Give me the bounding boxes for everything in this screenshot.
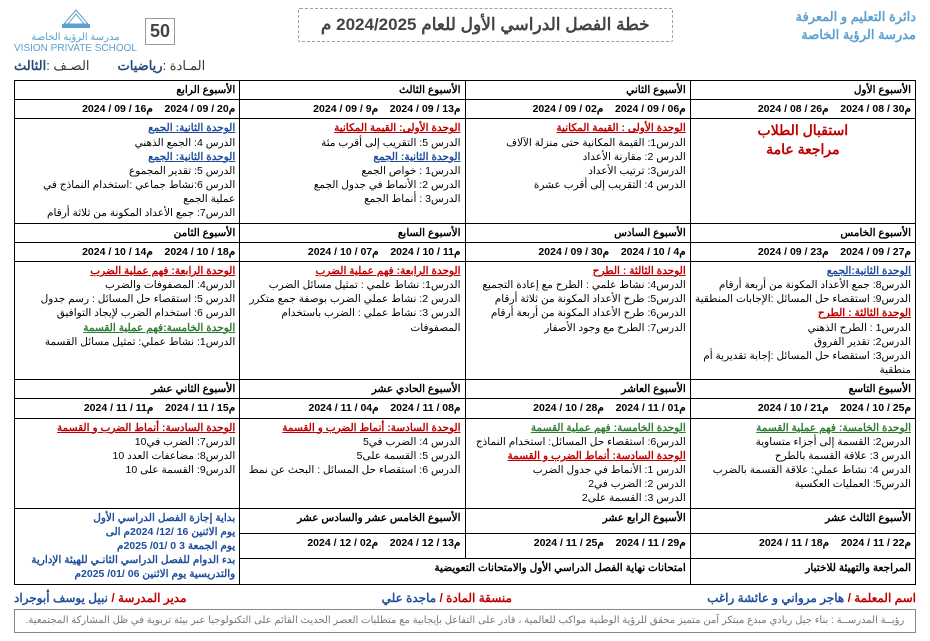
week-content: الوحدة السادسة: أنماط الضرب و القسمةالدر… (15, 418, 240, 508)
week-dates: 2024 / 09 / 16م 2024 / 09 / 20م (15, 100, 240, 119)
week-dates: 2024 / 11 / 11م 2024 / 11 / 15م (15, 399, 240, 418)
teacher: اسم المعلمة / هاجر مرواني و عائشة راغب (707, 591, 916, 605)
week-title: الأسبوع السادس (465, 223, 690, 242)
logo-text: مدرسة الرؤية الخاصة VISION PRIVATE SCHOO… (14, 32, 137, 54)
dept: دائرة التعليم و المعرفة (796, 8, 916, 26)
signatures: اسم المعلمة / هاجر مرواني و عائشة راغب م… (14, 591, 916, 605)
org-block: دائرة التعليم و المعرفة مدرسة الرؤية الخ… (796, 8, 916, 44)
week-dates: 2024 / 10 / 28م 2024 / 11 / 01م (465, 399, 690, 418)
week-content: الوحدة الخامسة: فهم عملية القسمةالدرس2: … (690, 418, 915, 508)
week-dates: 2024 / 09 / 23م 2024 / 09 / 27م (690, 242, 915, 261)
plan-title: خطة الفصل الدراسي الأول للعام 2024/2025 … (298, 8, 673, 42)
week-title: الأسبوع الخامس (690, 223, 915, 242)
week-content: الوحدة السادسة: أنماط الضرب و القسمةالدر… (240, 418, 465, 508)
week-dates: 2024 / 11 / 04م 2024 / 11 / 08م (240, 399, 465, 418)
week-dates: 2024 / 10 / 07م 2024 / 10 / 11م (240, 242, 465, 261)
logo-icon (56, 8, 96, 30)
week-dates: 2024 / 11 / 25م 2024 / 11 / 29م (465, 533, 690, 558)
logo-block: 50 مدرسة الرؤية الخاصة VISION PRIVATE SC… (14, 8, 175, 54)
principal: مدير المدرسة / نبيل يوسف أبوجراد (14, 591, 187, 605)
week-content: المراجعة والتهيئة للاختبار (690, 559, 915, 584)
week-dates: 2024 / 09 / 9م 2024 / 09 / 13م (240, 100, 465, 119)
week-title: الأسبوع الخامس عشر والسادس عشر (240, 508, 465, 533)
week-title: الأسبوع الثالث عشر (690, 508, 915, 533)
week-content: امتحانات نهاية الفصل الدراسي الأول والام… (240, 559, 691, 584)
week-dates: 2024 / 11 / 18م 2024 / 11 / 22م (690, 533, 915, 558)
week-content: الوحدة الأولى : القيمة المكانيةالدرس1: ا… (465, 119, 690, 223)
week-content: الوحدة الثانية:الجمعالدرس8: جمع الأعداد … (690, 261, 915, 379)
plan-table: الأسبوع الأول الأسبوع الثاني الأسبوع الث… (14, 80, 916, 585)
coordinator: منسقة المادة / ماجدة علي (382, 591, 512, 605)
page-header: دائرة التعليم و المعرفة مدرسة الرؤية الخ… (14, 8, 916, 54)
week-title: الأسبوع الرابع (15, 81, 240, 100)
week-dates: 2024 / 10 / 21م 2024 / 10 / 25م (690, 399, 915, 418)
grade: الصـف :الثالث (14, 58, 90, 74)
school-vision: رؤيــة المدرســة : بناء جيل ريادي مبدع م… (14, 609, 916, 633)
week-title: الأسبوع الرابع عشر (465, 508, 690, 533)
week-title: الأسبوع الثاني (465, 81, 690, 100)
week-content: الوحدة الرابعة: فهم عملية الضربالدرس4: ا… (15, 261, 240, 379)
fifty-badge: 50 (145, 18, 175, 45)
week-content: الوحدة الرابعة: فهم عملية الضربالدرس1: ن… (240, 261, 465, 379)
subject: المـادة :رياضيات (118, 58, 206, 74)
subject-row: المـادة :رياضيات الصـف :الثالث (14, 58, 916, 74)
holiday-cell: بداية إجازة الفصل الدراسي الأوليوم الاثن… (15, 508, 240, 584)
school: مدرسة الرؤية الخاصة (796, 26, 916, 44)
week-dates: 2024 / 10 / 14م 2024 / 10 / 18م (15, 242, 240, 261)
week-dates: 2024 / 12 / 02م 2024 / 12 / 13م (240, 533, 465, 558)
week-content: استقبال الطلابمراجعة عامة (690, 119, 915, 223)
week-title: الأسبوع الثالث (240, 81, 465, 100)
week-title: الأسبوع التاسع (690, 380, 915, 399)
week-content: الوحدة الأولى: القيمة المكانيةالدرس 5: ا… (240, 119, 465, 223)
week-content: الوحدة الثانية: الجمعالدرس 4: الجمع الذه… (15, 119, 240, 223)
week-dates: 2024 / 08 / 26م 2024 / 08 / 30م (690, 100, 915, 119)
week-title: الأسبوع الثامن (15, 223, 240, 242)
week-content: الوحدة الثالثة : الطرحالدرس4: نشاط علمي … (465, 261, 690, 379)
week-title: الأسبوع الحادي عشر (240, 380, 465, 399)
week-title: الأسبوع الأول (690, 81, 915, 100)
week-dates: 2024 / 09 / 02م 2024 / 09 / 06م (465, 100, 690, 119)
school-logo: مدرسة الرؤية الخاصة VISION PRIVATE SCHOO… (14, 8, 137, 54)
week-title: الأسبوع العاشر (465, 380, 690, 399)
week-title: الأسبوع الثاني عشر (15, 380, 240, 399)
week-content: الوحدة الخامسة: فهم عملية القسمةالدرس6: … (465, 418, 690, 508)
week-title: الأسبوع السابع (240, 223, 465, 242)
week-dates: 2024 / 09 / 30م 2024 / 10 / 4م (465, 242, 690, 261)
